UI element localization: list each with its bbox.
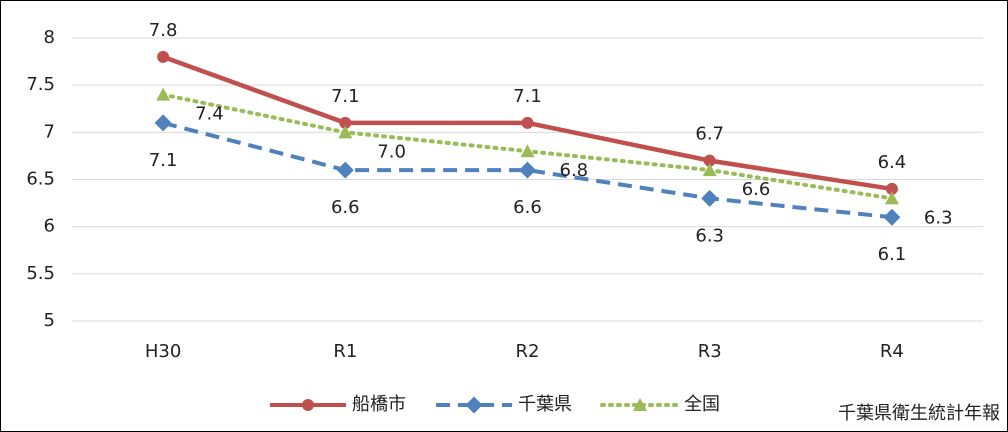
data-label: 6.6 xyxy=(513,197,542,218)
data-label: 7.1 xyxy=(513,86,542,107)
x-tick-label: R3 xyxy=(698,341,722,362)
marker xyxy=(338,125,353,139)
y-tick-label: 5.5 xyxy=(26,263,55,284)
y-tick-label: 5 xyxy=(44,310,55,331)
data-label: 7.8 xyxy=(149,20,178,41)
data-label: 6.8 xyxy=(560,160,589,181)
marker xyxy=(465,396,483,414)
source-note: 千葉県衛生統計年報 xyxy=(838,403,1000,424)
x-tick-label: H30 xyxy=(145,341,181,362)
data-label: 6.4 xyxy=(878,152,907,173)
marker xyxy=(339,116,352,129)
data-label: 7.1 xyxy=(149,150,178,171)
data-label: 7.4 xyxy=(195,104,224,125)
y-tick-label: 8 xyxy=(44,27,55,48)
marker xyxy=(884,191,899,205)
y-tick-label: 6.5 xyxy=(26,169,55,190)
marker xyxy=(521,116,534,129)
data-label: 6.1 xyxy=(878,244,907,265)
marker xyxy=(702,163,717,177)
legend-label: 全国 xyxy=(684,394,720,415)
data-label: 6.7 xyxy=(695,124,724,145)
data-label: 6.6 xyxy=(742,179,771,200)
marker xyxy=(885,182,898,195)
y-tick-label: 7.5 xyxy=(26,74,55,95)
x-tick-label: R1 xyxy=(333,341,357,362)
legend-label: 船橋市 xyxy=(352,394,406,415)
marker xyxy=(302,399,314,411)
y-tick-label: 7 xyxy=(44,121,55,142)
marker xyxy=(519,161,536,179)
data-label: 6.3 xyxy=(695,225,724,246)
marker xyxy=(520,144,535,158)
marker xyxy=(157,50,170,63)
data-label: 7.0 xyxy=(377,141,406,162)
marker xyxy=(703,154,716,167)
x-tick-label: R4 xyxy=(880,341,904,362)
data-label: 6.3 xyxy=(924,207,953,228)
marker xyxy=(701,189,719,207)
marker xyxy=(633,398,647,411)
y-tick-label: 6 xyxy=(44,216,55,237)
x-tick-label: R2 xyxy=(516,341,540,362)
legend-label: 千葉県 xyxy=(518,394,572,415)
marker xyxy=(156,87,171,101)
marker xyxy=(883,208,901,226)
data-label: 6.6 xyxy=(331,197,360,218)
data-label: 7.1 xyxy=(331,86,360,107)
marker xyxy=(336,161,354,179)
